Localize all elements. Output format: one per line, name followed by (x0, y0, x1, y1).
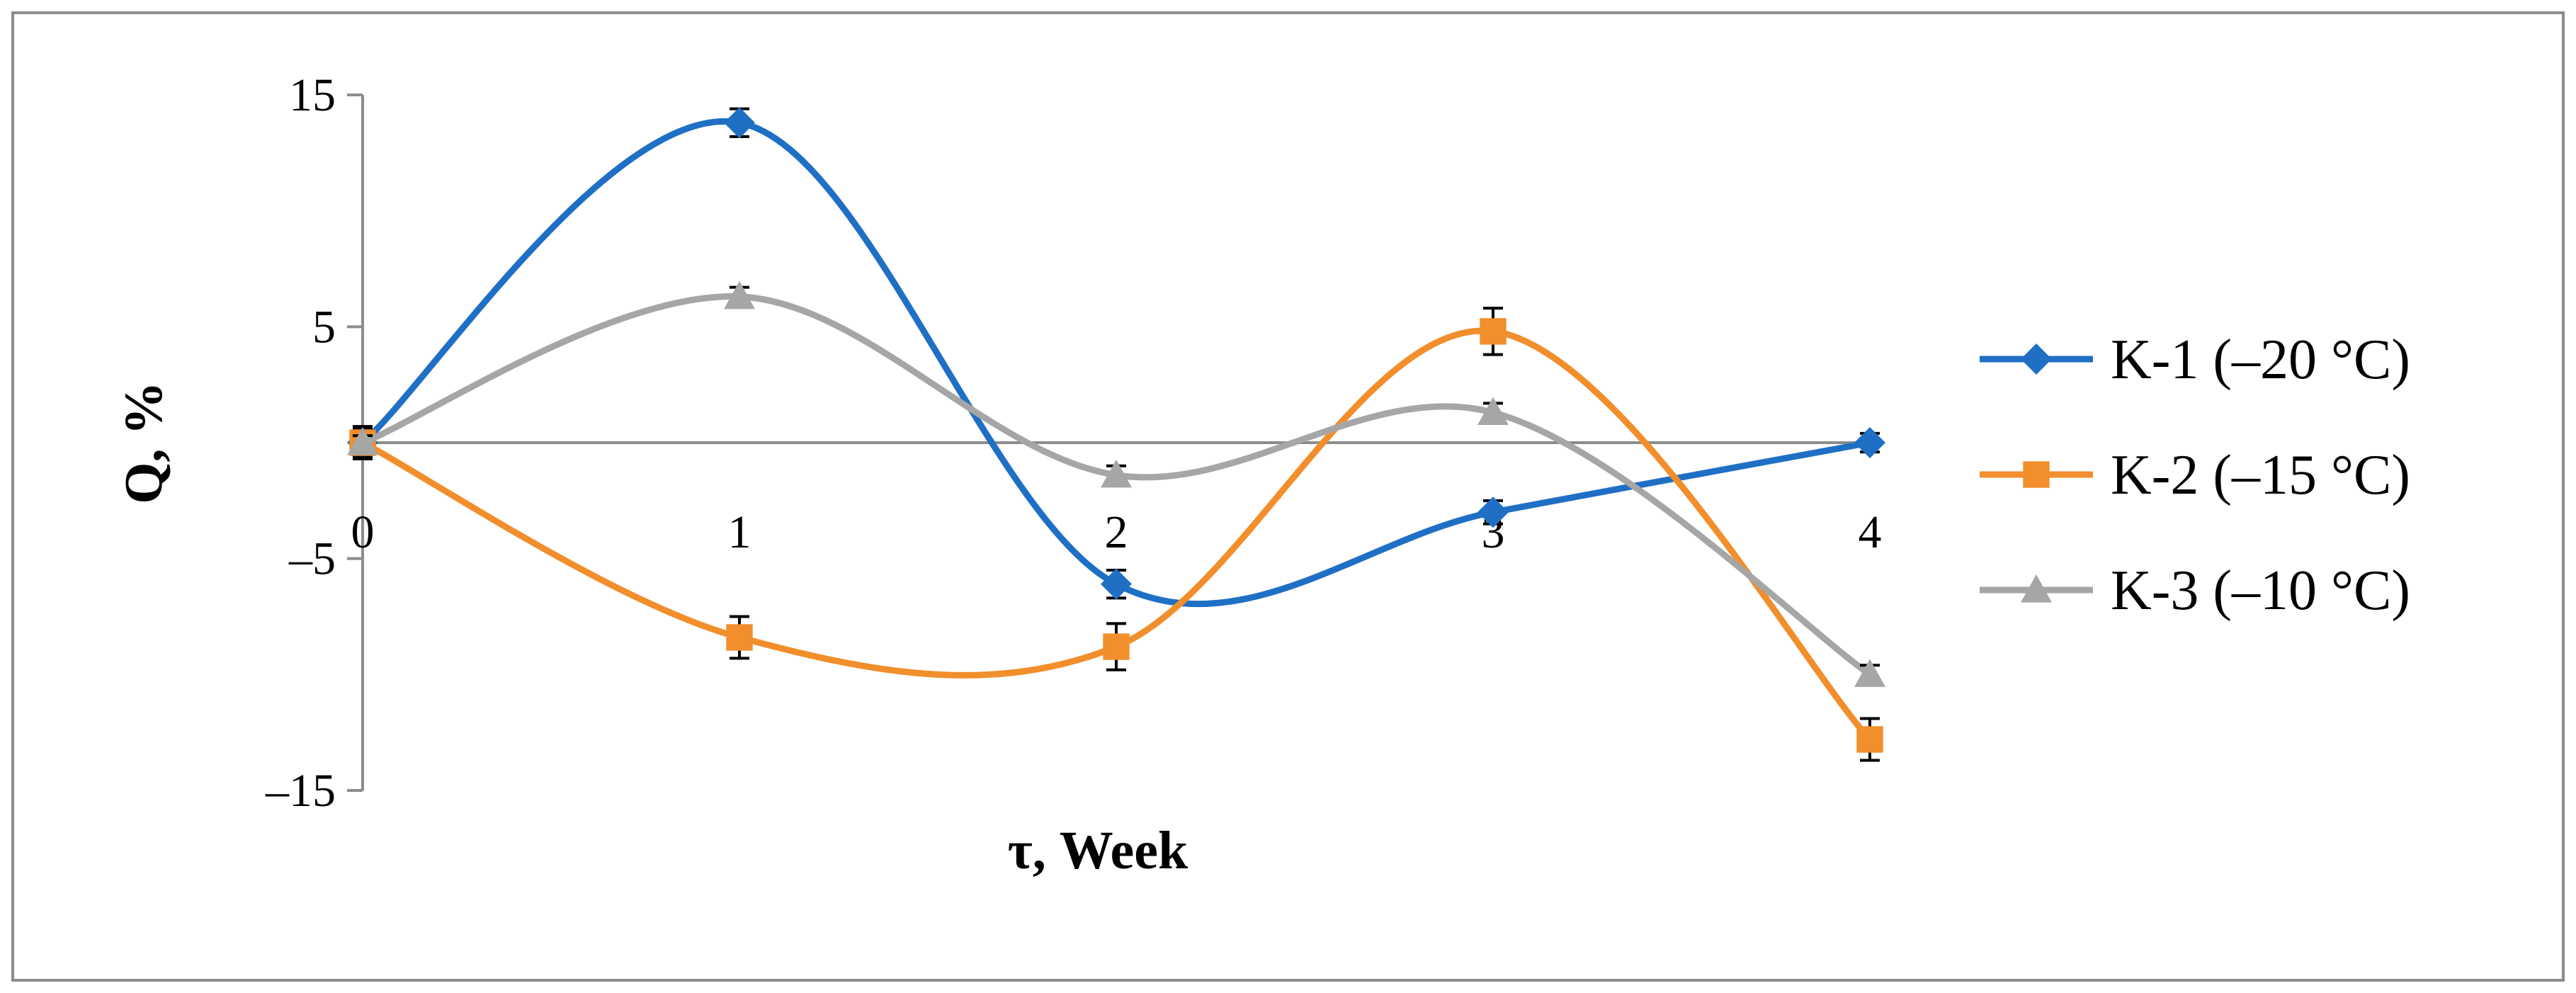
data-point (726, 624, 753, 651)
y-tick-layer: 15 5 –5 –15 (265, 69, 363, 817)
legend: K-1 (–20 °C) K-2 (–15 °C) K-3 (–10 °C) (1980, 329, 2410, 622)
chart-frame (11, 11, 2565, 982)
data-point (1477, 397, 1509, 426)
x-tick-label: 0 (351, 506, 375, 558)
data-point (1856, 726, 1883, 753)
data-point (1103, 633, 1130, 660)
x-tick-label: 1 (728, 506, 751, 558)
x-tick-label: 4 (1859, 506, 1882, 558)
series-2 (349, 307, 1883, 762)
data-point (724, 280, 755, 310)
legend-item: K-1 (–20 °C) (1980, 329, 2410, 391)
series-layer (347, 107, 1885, 762)
y-axis-title: Q, % (114, 381, 174, 504)
series-3 (347, 280, 1885, 687)
legend-marker (2021, 344, 2052, 375)
data-point (1854, 427, 1885, 458)
data-point (1101, 568, 1132, 600)
legend-item: K-2 (–15 °C) (1980, 444, 2410, 506)
legend-marker (2023, 461, 2050, 488)
data-point (347, 427, 378, 455)
legend-item: K-3 (–10 °C) (1980, 560, 2410, 622)
legend-label: K-1 (–20 °C) (2111, 329, 2410, 391)
x-axis-title: τ, Week (1008, 821, 1188, 880)
data-point (1477, 496, 1509, 528)
data-point (1480, 318, 1507, 345)
series-line (359, 118, 1873, 608)
y-tick-label: 15 (289, 69, 336, 121)
y-tick-label: 5 (312, 301, 336, 353)
data-point (724, 107, 755, 139)
legend-marker (2021, 574, 2052, 603)
legend-label: K-2 (–15 °C) (2111, 444, 2410, 506)
x-tick-label: 2 (1105, 506, 1128, 558)
y-tick-label: –15 (265, 765, 336, 817)
y-tick-label: –5 (288, 533, 336, 585)
legend-label: K-3 (–10 °C) (2111, 560, 2410, 622)
data-point (1101, 459, 1132, 488)
data-point (1854, 659, 1885, 687)
series-line (359, 327, 1873, 743)
